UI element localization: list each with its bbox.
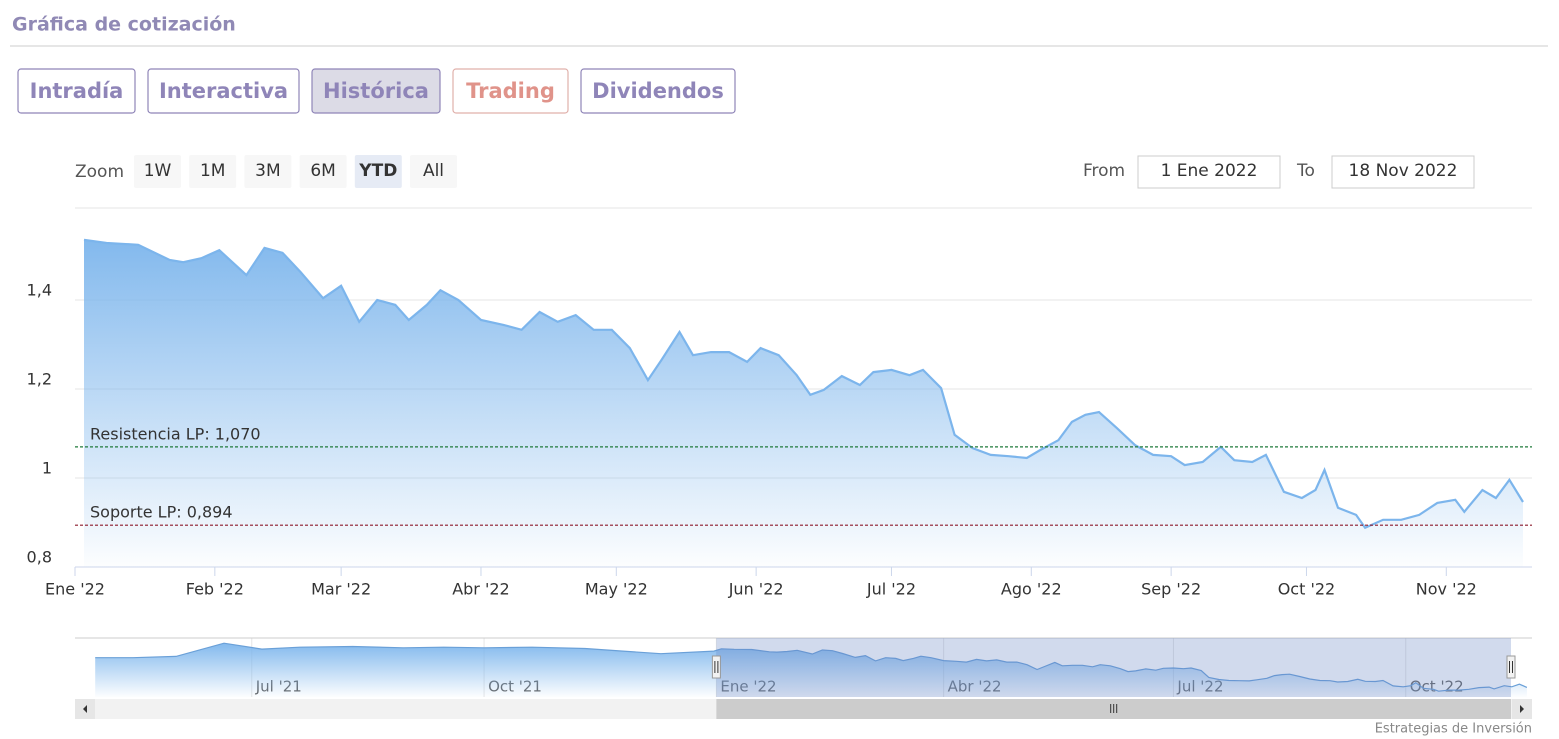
annotation-label: Resistencia LP: 1,070 [90, 424, 261, 443]
scrollbar-grip [1110, 704, 1118, 713]
tab-box[interactable] [17, 68, 136, 114]
zoom-button[interactable]: YTD [354, 155, 402, 188]
x-tick-label: Ago '22 [1001, 580, 1062, 599]
area-fill [84, 239, 1523, 567]
tab-label[interactable]: Intradía [30, 79, 124, 103]
tab[interactable]: Trading [452, 68, 569, 114]
navigator-area [95, 643, 1527, 697]
x-tick-label: Ene '22 [45, 580, 105, 599]
zoom-button-bg[interactable] [189, 155, 237, 188]
annotation-label: Soporte LP: 0,894 [90, 503, 233, 522]
scroll-left-arrow [83, 705, 87, 713]
plot: 0,8 1 1,2 1,4 Ene '22 Feb '22 Mar '22 Abr '22 Ma… [27, 238, 1532, 599]
x-tick-label: Mar '22 [311, 580, 371, 599]
from-label: From [1083, 161, 1125, 181]
x-tick-label: Jun '22 [728, 580, 784, 599]
zoom-button-bg[interactable] [354, 155, 402, 188]
zoom-button-label[interactable]: YTD [358, 161, 397, 181]
zoom-button[interactable]: 3M [244, 155, 292, 188]
navigator-line [95, 642, 1528, 692]
to-input[interactable]: 18 Nov 2022 [1331, 155, 1475, 189]
zoom-button-bg[interactable] [244, 155, 292, 188]
tab[interactable]: Interactiva [147, 68, 300, 114]
navigator-handle[interactable] [711, 655, 721, 679]
tab-label[interactable]: Trading [466, 79, 555, 103]
tab-label[interactable]: Interactiva [159, 79, 288, 103]
tab-box[interactable] [147, 68, 300, 114]
zoom-button-label[interactable]: 1W [144, 161, 172, 181]
navigator-handle-grip [714, 661, 719, 673]
x-tick-label: Feb '22 [186, 580, 244, 599]
tab[interactable]: Dividendos [580, 68, 736, 114]
navigator-handle-grip [1509, 661, 1513, 673]
zoom-button[interactable]: 1M [189, 155, 237, 188]
from-input[interactable]: 1 Ene 2022 [1137, 155, 1281, 189]
tab-label[interactable]: Dividendos [592, 79, 724, 103]
zoom-label: Zoom [75, 162, 124, 182]
zoom-button-label[interactable]: All [423, 161, 444, 181]
navigator-handle[interactable] [1506, 655, 1516, 679]
y-tick-label: 1,2 [27, 370, 52, 389]
scroll-right-arrow [1520, 705, 1524, 713]
to-value[interactable]: 18 Nov 2022 [1349, 161, 1458, 181]
credit: Estrategias de Inversión [1375, 722, 1532, 737]
zoom: Zoom 1W 1M 3M 6M YTD All [75, 155, 457, 188]
tab[interactable]: Histórica [311, 68, 441, 114]
y-tick-label: 0,8 [27, 548, 52, 567]
zoom-button-bg[interactable] [410, 155, 457, 188]
x-tick-label: Abr '22 [452, 580, 510, 599]
from-value[interactable]: 1 Ene 2022 [1161, 161, 1258, 181]
zoom-button[interactable]: 1W [134, 155, 181, 188]
tab-box[interactable] [452, 68, 569, 114]
tab-box[interactable] [311, 68, 441, 114]
price-line [83, 238, 1524, 530]
x-tick-label: Sep '22 [1141, 580, 1201, 599]
x-tick-label: May '22 [585, 580, 648, 599]
to-label: To [1296, 161, 1315, 181]
zoom-button[interactable]: 6M [299, 155, 347, 188]
tab[interactable]: Intradía [17, 68, 136, 114]
zoom-button-bg[interactable] [299, 155, 347, 188]
x-tick-label: Nov '22 [1416, 580, 1477, 599]
zoom-button[interactable]: All [410, 155, 457, 188]
zoom-button-label[interactable]: 3M [255, 161, 280, 181]
y-tick-label: 1 [42, 459, 52, 478]
tab-label[interactable]: Histórica [323, 79, 429, 103]
zoom-button-bg[interactable] [134, 155, 181, 188]
zoom-button-label[interactable]: 1M [200, 161, 225, 181]
tabs: Intradía Interactiva Histórica Trading Divid… [17, 68, 736, 114]
navigator-selection[interactable] [716, 638, 1511, 697]
x-tick-label: Jul '22 [866, 580, 916, 599]
y-tick-label: 1,4 [27, 281, 52, 300]
zoom-button-label[interactable]: 6M [310, 161, 335, 181]
x-tick-label: Oct '22 [1278, 580, 1336, 599]
title: Gráfica de cotización [12, 14, 236, 36]
tab-box[interactable] [580, 68, 736, 114]
